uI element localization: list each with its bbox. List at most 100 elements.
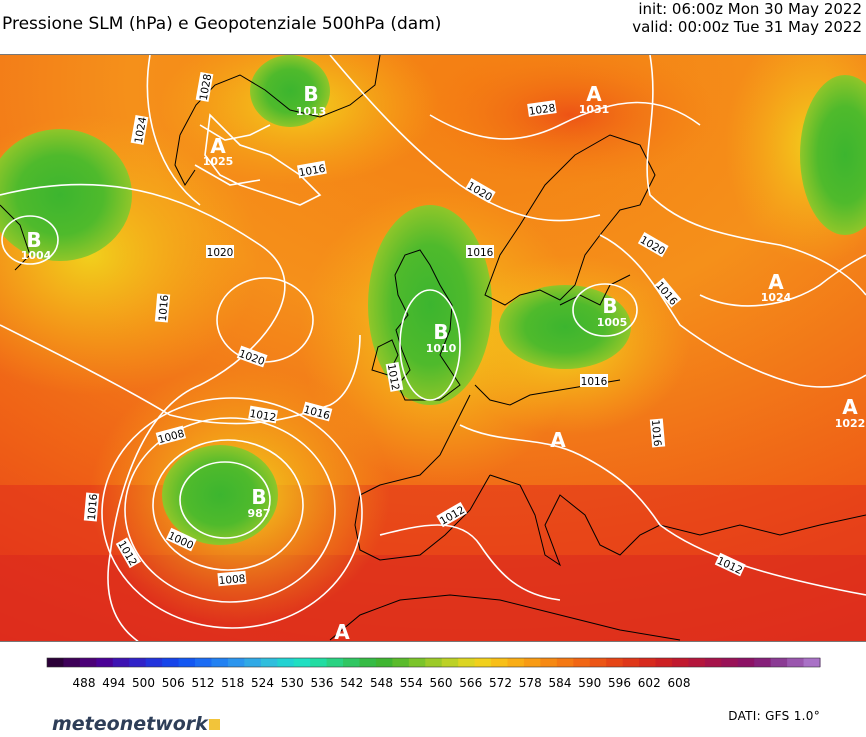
scale-swatch bbox=[491, 658, 509, 667]
isobar-label: 1016 bbox=[581, 376, 608, 388]
scale-tick-label: 554 bbox=[400, 676, 423, 690]
scale-swatch bbox=[770, 658, 788, 667]
system-letter: B bbox=[303, 82, 318, 106]
system-letter: A bbox=[210, 134, 226, 158]
isobar-label: 1012 bbox=[249, 408, 277, 424]
map-title: Pressione SLM (hPa) e Geopotenziale 500h… bbox=[2, 14, 442, 34]
scale-tick-label: 530 bbox=[281, 676, 304, 690]
scale-swatch bbox=[326, 658, 344, 667]
scale-swatch bbox=[129, 658, 147, 667]
scale-swatch bbox=[803, 658, 821, 667]
system-letter: A bbox=[550, 428, 566, 452]
scale-tick-label: 566 bbox=[459, 676, 482, 690]
high-pressure-marker: A 1024 bbox=[761, 270, 792, 304]
scale-tick-label: 572 bbox=[489, 676, 512, 690]
scale-tick-label: 536 bbox=[311, 676, 334, 690]
map-canvas: 1028 1024 1028 1016 1020 1020 1016 1016 … bbox=[0, 55, 866, 642]
high-pressure-marker: A 1025 bbox=[203, 134, 234, 168]
system-value: 1022 bbox=[835, 417, 866, 430]
scale-swatch bbox=[343, 658, 361, 667]
scale-swatch bbox=[523, 658, 542, 667]
scale-swatch bbox=[178, 658, 196, 667]
scale-swatch bbox=[162, 658, 180, 667]
scale-tick-label: 494 bbox=[102, 676, 125, 690]
scale-tick-label: 542 bbox=[340, 676, 363, 690]
isobar-label: 1012 bbox=[385, 363, 401, 391]
scale-tick-label: 488 bbox=[73, 676, 96, 690]
isobar-label: 1028 bbox=[528, 102, 556, 118]
high-pressure-marker: A 1022 bbox=[835, 395, 866, 430]
scale-swatch bbox=[458, 658, 476, 667]
system-value: 1005 bbox=[597, 316, 628, 329]
scale-tick-label: 602 bbox=[638, 676, 661, 690]
isobar-label: 1016 bbox=[649, 419, 663, 447]
scale-swatch bbox=[47, 658, 65, 667]
isobar-label: 1008 bbox=[218, 573, 246, 587]
scale-tick-label: 608 bbox=[668, 676, 691, 690]
scale-swatch bbox=[277, 658, 295, 667]
init-time: init: 06:00z Mon 30 May 2022 bbox=[638, 0, 862, 18]
low-baltic-green bbox=[499, 285, 631, 369]
high-pressure-marker: A bbox=[550, 428, 566, 452]
system-letter: A bbox=[768, 270, 784, 294]
scale-swatch bbox=[293, 658, 311, 667]
system-value: 1010 bbox=[426, 342, 457, 355]
scale-swatch bbox=[145, 658, 163, 667]
scale-swatch bbox=[375, 658, 393, 667]
system-value: 1031 bbox=[579, 103, 610, 116]
isobar-label: 1016 bbox=[467, 247, 494, 259]
scale-swatch bbox=[96, 658, 114, 667]
system-letter: A bbox=[334, 620, 350, 642]
scale-swatch bbox=[63, 658, 81, 667]
scale-swatch bbox=[441, 658, 459, 667]
scale-tick-label: 560 bbox=[430, 676, 453, 690]
high-pressure-marker: A 1031 bbox=[579, 82, 610, 116]
scale-swatch bbox=[474, 658, 492, 667]
scale-swatch bbox=[392, 658, 410, 667]
low-pressure-marker: B 1005 bbox=[597, 294, 628, 329]
scale-tick-label: 500 bbox=[132, 676, 155, 690]
scale-swatch bbox=[589, 658, 607, 667]
scale-swatch bbox=[688, 658, 706, 667]
low-pressure-marker: B 1010 bbox=[426, 320, 457, 355]
scale-swatch bbox=[260, 658, 278, 667]
scale-tick-label: 590 bbox=[578, 676, 601, 690]
scale-swatch bbox=[244, 658, 262, 667]
scale-frame bbox=[46, 657, 821, 668]
color-scale: 488 494 500 506 512 518 524 530 536 542 548 554 560 5… bbox=[46, 657, 821, 690]
system-value: 1025 bbox=[203, 155, 234, 168]
valid-time: valid: 00:00z Tue 31 May 2022 bbox=[632, 18, 862, 36]
scale-swatch bbox=[737, 658, 755, 667]
logo-text: meteonetwork bbox=[52, 713, 208, 735]
run-info: init: 06:00z Mon 30 May 2022 valid: 00:0… bbox=[632, 0, 862, 36]
scale-swatch bbox=[79, 658, 97, 667]
pressure-systems: A 1031 B 1013 A 1025 B 1004 B 1010 B 100… bbox=[21, 82, 866, 642]
scale-swatch bbox=[639, 658, 657, 667]
scale-swatch bbox=[655, 658, 673, 667]
scale-swatch bbox=[754, 658, 772, 667]
logo-square-icon bbox=[208, 719, 220, 730]
isobar-label: 1020 bbox=[207, 247, 234, 259]
isobar-label-layer: 1028 1024 1028 1016 1020 1020 1016 1016 … bbox=[83, 71, 746, 587]
scale-swatch bbox=[787, 658, 805, 667]
scale-tick-label: 578 bbox=[519, 676, 542, 690]
system-letter: A bbox=[586, 82, 602, 106]
low-atlantic-green bbox=[162, 445, 278, 545]
scale-swatch bbox=[211, 658, 229, 667]
low-pressure-marker: B 1004 bbox=[21, 228, 52, 262]
system-value: 1024 bbox=[761, 291, 792, 304]
system-letter: B bbox=[602, 294, 617, 318]
low-east-green bbox=[800, 75, 866, 235]
color-scale-legend: 488 494 500 506 512 518 524 530 536 542 548 554 560 5… bbox=[0, 656, 866, 690]
scale-swatch bbox=[310, 658, 328, 667]
coastlines bbox=[0, 55, 866, 641]
scale-swatch bbox=[227, 658, 245, 667]
scale-swatch bbox=[622, 658, 640, 667]
system-letter: B bbox=[251, 485, 266, 509]
isobar-label: 1016 bbox=[298, 163, 327, 180]
low-uk-green bbox=[368, 205, 492, 405]
scale-swatch bbox=[671, 658, 690, 667]
isobar-label: 1028 bbox=[198, 73, 214, 101]
scale-swatch bbox=[359, 658, 377, 667]
meteonetwork-logo: meteonetwork bbox=[52, 713, 220, 735]
